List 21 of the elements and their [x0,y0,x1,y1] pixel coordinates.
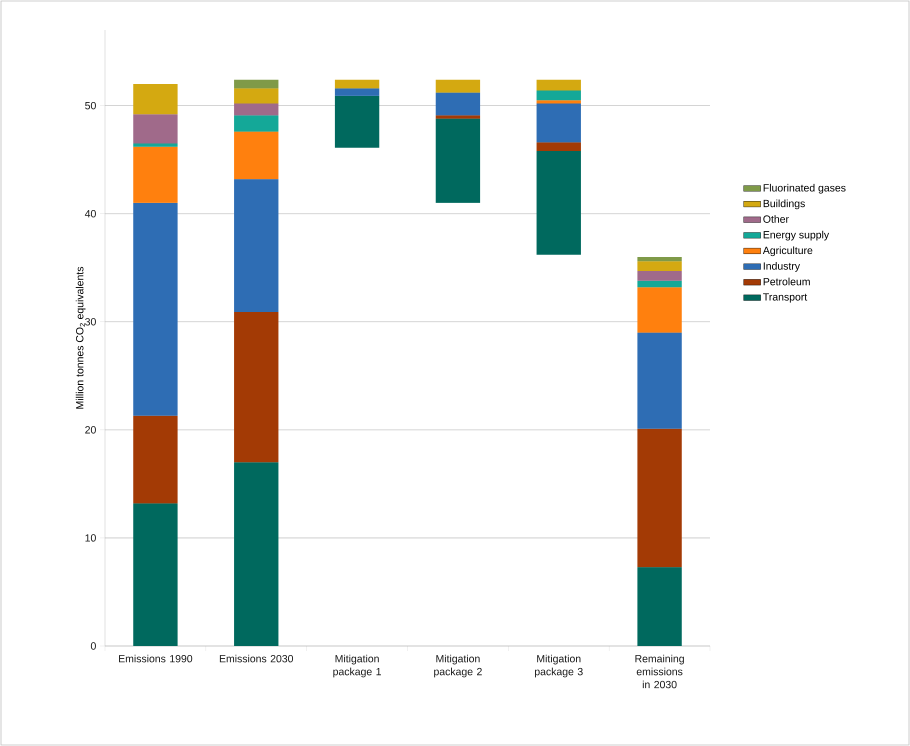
legend-label: Energy supply [764,230,830,241]
y-tick-label: 30 [85,318,96,326]
y-axis-title: Million tonnes CO$_{2}$ equivalents [76,266,86,409]
legend-label: Fluorinated gases [764,184,846,194]
y-tick-label: 0 [90,642,96,650]
x-tick-label: Mitigation package 2 [434,654,482,678]
legend-label: Industry [764,262,800,272]
legend-label: Buildings [764,200,805,210]
x-tick-label: Emissions 2030 [220,654,294,662]
x-tick-label: Remaining emissions in 2030 [635,654,684,688]
legend-label: Petroleum [764,278,810,286]
y-tick-label: 40 [84,210,96,218]
y-tick-label: 20 [85,426,96,434]
x-tick-label: Mitigation package 3 [534,654,583,678]
y-tick-label: 50 [85,102,96,110]
legend-label: Transport [763,293,808,303]
x-tick-label: Mitigation package 1 [333,654,381,678]
y-tick-label: 10 [85,534,96,542]
x-tick-label: Emissions 1990 [119,654,192,662]
legend-label: Other [763,215,789,223]
legend-label: Agriculture [762,246,812,256]
